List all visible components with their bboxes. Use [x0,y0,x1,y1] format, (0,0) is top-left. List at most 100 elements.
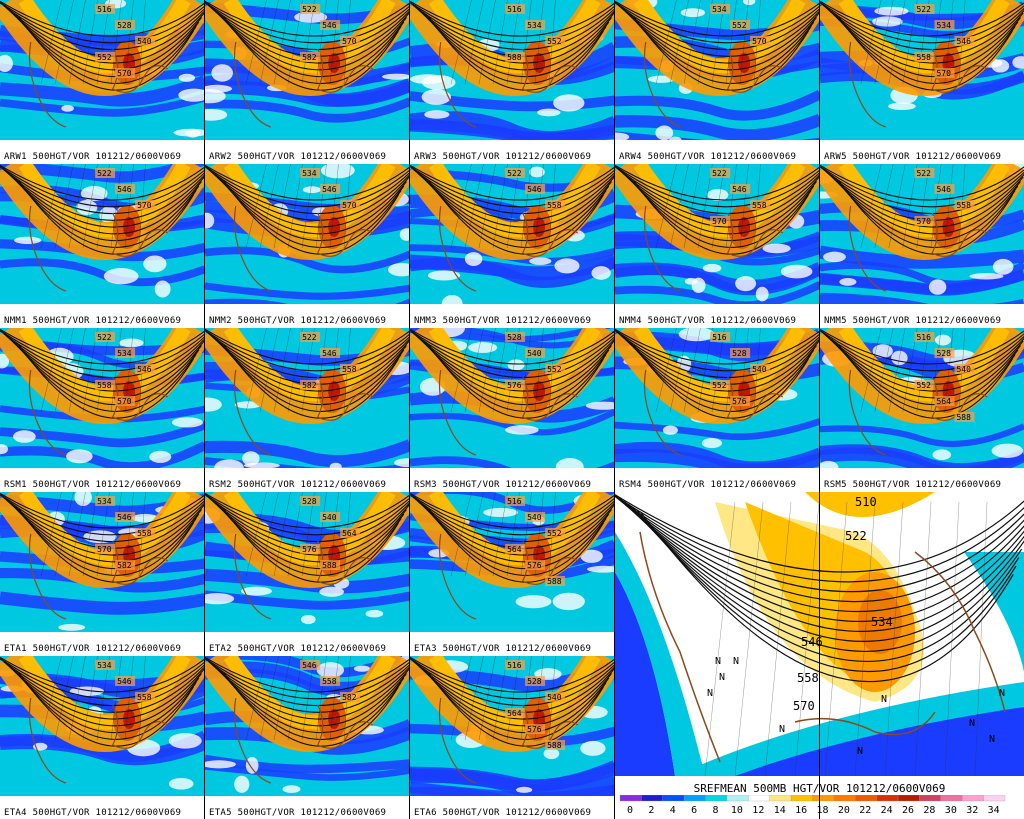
contour-label-bg [545,36,566,46]
contour-label-bg [95,496,116,506]
contour-label: 540 [752,365,767,374]
contour-label: 522 [712,169,727,178]
colorbar-swatch [790,795,813,802]
colorbar-tick: 22 [859,805,871,816]
contour-label: 528 [936,349,951,358]
colorbar-swatch [983,795,1006,802]
contour-label-bg [934,20,955,30]
panel-label: NMM1 500HGT/VOR 101212/0600V069 [4,316,182,326]
colorbar-tick: 34 [988,805,1000,816]
contour-label: 558 [752,201,767,210]
contour-label-bg [95,4,116,14]
panel-divider [819,0,820,819]
contour-label: 540 [322,513,337,522]
contour-label: 552 [916,381,931,390]
panel-label: ETA3 500HGT/VOR 101212/0600V069 [414,644,592,654]
contour-label: 570 [97,545,112,554]
contour-label: 558 [797,671,819,685]
contour-label: 552 [97,53,112,62]
contour-label: 522 [916,5,931,14]
contour-label: 534 [936,21,951,30]
contour-label-bg [954,36,975,46]
contour-label-bg [115,20,136,30]
contour-label-bg [525,724,546,734]
contour-label: 534 [871,615,893,629]
contour-label: 564 [936,397,951,406]
ensemble-panel-17: 528 540 564 576 588 ETA2 500HGT/VOR 101212/06… [205,492,410,655]
contour-label: 552 [712,381,727,390]
contour-label-bg [320,512,341,522]
contour-label-bg [914,216,935,226]
contour-label: 522 [916,169,931,178]
panel-divider [409,0,410,819]
ensemble-panel-12: 522 546 558 582 RSM2 500HGT/VOR 101212/0600V… [205,328,410,491]
contour-label-bg [934,348,955,358]
panel-label: RSM5 500HGT/VOR 101212/0600V069 [824,480,1002,490]
colorbar-tick: 10 [731,805,743,816]
contour-label-bg [750,36,771,46]
panel-divider [614,0,615,819]
ensemble-panel-19: 534 546 558 ETA4 500HGT/VOR 101212/0600V069 [0,656,205,819]
contour-label-bg [730,20,751,30]
colorbar-tick: 32 [966,805,978,816]
contour-label: 558 [956,201,971,210]
contour-label: 546 [732,185,747,194]
contour-label-bg [505,168,526,178]
contour-label: 534 [527,21,542,30]
ensemble-panel-13: 528 540 552 576 RSM3 500HGT/VOR 101212/0600V… [410,328,615,491]
ensemble-panel-20: 546 558 582 ETA5 500HGT/VOR 101212/0600V069 [205,656,410,819]
colorbar-swatch [897,795,920,802]
contour-label-bg [934,184,955,194]
contour-label: 558 [97,381,112,390]
contour-label-bg [525,20,546,30]
contour-label: 588 [322,561,337,570]
panel-label: NMM3 500HGT/VOR 101212/0600V069 [414,316,592,326]
contour-label-bg [545,200,566,210]
contour-label-bg [505,660,526,670]
contour-label-bg [730,396,751,406]
panel-label: RSM1 500HGT/VOR 101212/0600V069 [4,480,182,490]
contour-label: 546 [117,677,132,686]
contour-label: 546 [527,185,542,194]
contour-label: 570 [117,69,132,78]
contour-label: 582 [117,561,132,570]
vorticity-map: 516 528 540 564 576 588 [410,656,615,796]
contour-label: 546 [322,349,337,358]
vorticity-map: 522 546 558 [410,164,615,304]
contour-label-bg [525,676,546,686]
contour-label: 534 [712,5,727,14]
contour-label: 540 [547,693,562,702]
colorbar-swatch [705,795,728,802]
contour-label: 564 [342,529,357,538]
panel-label: RSM4 500HGT/VOR 101212/0600V069 [619,480,797,490]
contour-label: 552 [547,37,562,46]
colorbar-tick: 8 [713,805,719,816]
vorticity-map: 516 534 552 588 [410,0,615,140]
colorbar-tick: 20 [838,805,850,816]
contour-label: 522 [302,5,317,14]
contour-label-bg [115,68,136,78]
colorbar-tick: 0 [627,805,633,816]
colorbar-tick: 4 [670,805,676,816]
contour-label-bg [340,692,361,702]
panel-label: RSM3 500HGT/VOR 101212/0600V069 [414,480,592,490]
panel-label: ARW4 500HGT/VOR 101212/0600V069 [619,152,797,162]
colorbar-swatch [855,795,877,802]
contour-label: 570 [342,201,357,210]
contour-label-bg [525,348,546,358]
contour-label-bg [95,168,116,178]
contour-label-bg [135,692,156,702]
vorticity-map: 522 546 570 [0,164,205,304]
contour-label: 546 [117,185,132,194]
contour-label-bg [710,332,731,342]
contour-label-bg [545,740,566,750]
contour-label: 564 [507,709,522,718]
ensemble-panel-2: 522 546 570 582 ARW2 500HGT/VOR 101212/0600V… [205,0,410,163]
colorbar-tick: 28 [923,805,935,816]
vorticity-map: 528 540 564 576 588 [205,492,410,632]
contour-label: 558 [137,693,152,702]
contour-label: 576 [507,381,522,390]
colorbar-swatch [833,795,856,802]
contour-label: 558 [322,677,337,686]
colorbar-tick: 2 [648,805,654,816]
